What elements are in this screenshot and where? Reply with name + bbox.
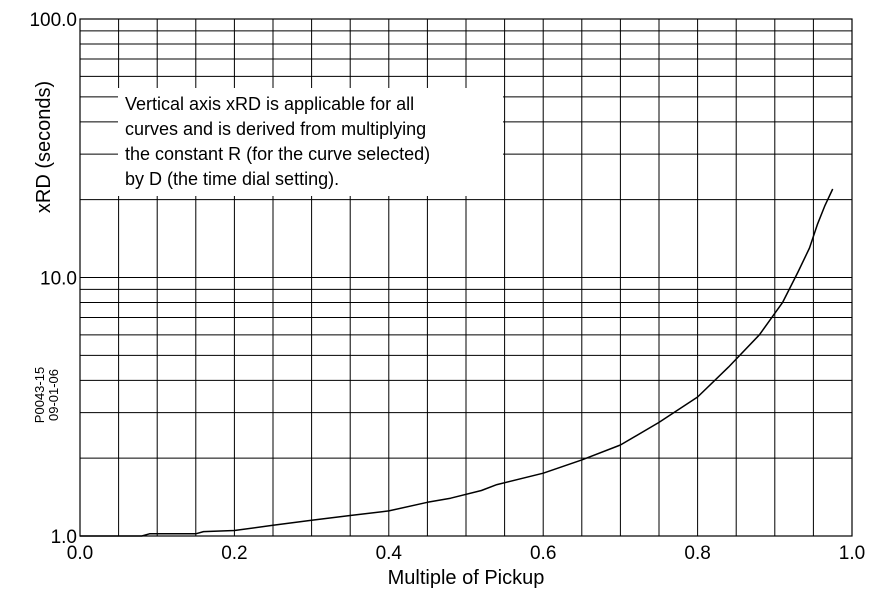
x-tick-label: 0.2 (221, 543, 247, 564)
annotation-line: by D (the time dial setting). (125, 169, 339, 189)
curve-line (80, 189, 833, 536)
side-note-date: 09-01-06 (46, 369, 61, 421)
x-axis-title: Multiple of Pickup (388, 567, 545, 589)
y-tick-label: 100.0 (29, 10, 77, 31)
side-note: P0043-15 09-01-06 (32, 367, 61, 423)
x-tick-label: 0.6 (530, 543, 556, 564)
x-tick-labels: 0.0 0.2 0.4 0.6 0.8 1.0 (67, 543, 865, 564)
annotation-line: the constant R (for the curve selected) (125, 144, 430, 164)
y-tick-label: 10.0 (40, 269, 77, 290)
y-axis-title: xRD (seconds) (33, 81, 55, 213)
x-tick-label: 0.4 (376, 543, 403, 564)
x-tick-label: 1.0 (839, 543, 865, 564)
x-tick-label: 0.8 (684, 543, 710, 564)
curve-layer (80, 189, 833, 536)
y-tick-label: 1.0 (51, 527, 77, 548)
annotation-line: Vertical axis xRD is applicable for all (125, 94, 414, 114)
side-note-code: P0043-15 (32, 367, 47, 423)
annotation-line: curves and is derived from multiplying (125, 119, 426, 139)
